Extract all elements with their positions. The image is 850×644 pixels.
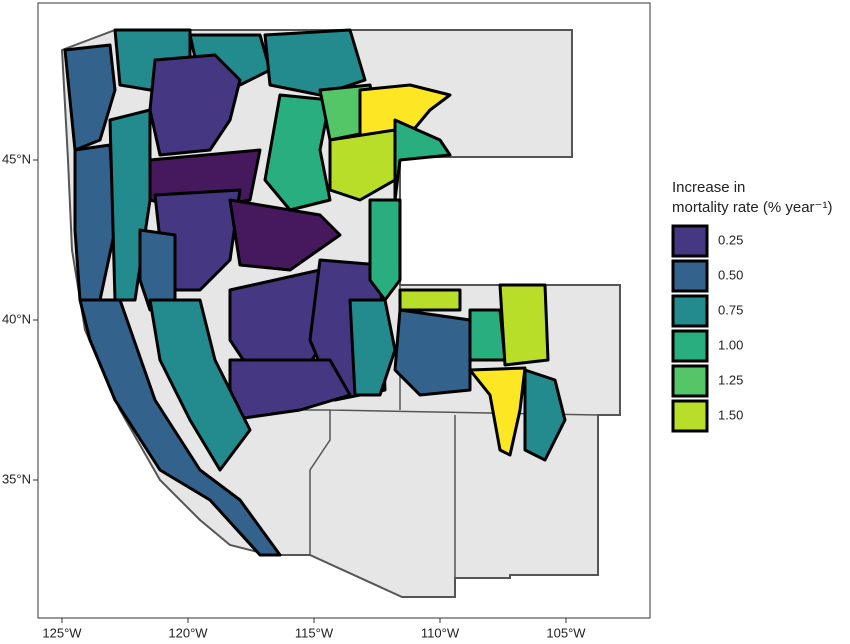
region xyxy=(263,28,367,97)
legend-label: 1.00 xyxy=(718,337,743,352)
legend-label: 0.75 xyxy=(718,302,743,317)
region xyxy=(393,308,472,397)
legend-key xyxy=(671,259,709,293)
region xyxy=(368,198,402,302)
region xyxy=(328,128,397,202)
region xyxy=(398,288,462,312)
legend-label: 0.25 xyxy=(718,232,743,247)
y-tick-label: 45°N xyxy=(2,151,31,166)
region xyxy=(63,43,117,152)
y-tick-label: 40°N xyxy=(2,311,31,326)
x-tick-label: 120°W xyxy=(168,625,208,640)
region xyxy=(468,366,527,457)
region xyxy=(78,298,282,557)
legend-key xyxy=(671,224,709,258)
legend-key xyxy=(671,364,709,398)
region xyxy=(498,283,550,367)
axes: 125°W 120°W 115°W 110°W 105°W 35°N 40°N 45°N xyxy=(2,151,586,640)
legend-title: Increase in xyxy=(672,179,745,196)
region xyxy=(138,228,177,312)
region xyxy=(228,198,342,272)
regions xyxy=(63,28,567,557)
y-tick-label: 35°N xyxy=(2,471,31,486)
legend-key xyxy=(671,399,709,433)
x-tick-label: 125°W xyxy=(42,625,82,640)
legend: Increase in mortality rate (% year⁻¹) 0.25… xyxy=(671,179,832,433)
x-tick-label: 105°W xyxy=(546,625,586,640)
region xyxy=(348,298,397,397)
region xyxy=(523,368,567,462)
legend-label: 0.50 xyxy=(718,267,743,282)
legend-title: mortality rate (% year⁻¹) xyxy=(672,199,832,216)
region xyxy=(148,298,252,472)
x-tick-label: 115°W xyxy=(295,625,334,640)
region xyxy=(468,308,507,362)
state-border xyxy=(230,285,599,597)
region xyxy=(393,118,452,202)
legend-key xyxy=(671,294,709,328)
x-tick-label: 110°W xyxy=(421,625,460,640)
legend-label: 1.25 xyxy=(718,372,743,387)
legend-label: 1.50 xyxy=(718,407,743,422)
legend-key xyxy=(671,329,709,363)
region xyxy=(148,53,242,157)
